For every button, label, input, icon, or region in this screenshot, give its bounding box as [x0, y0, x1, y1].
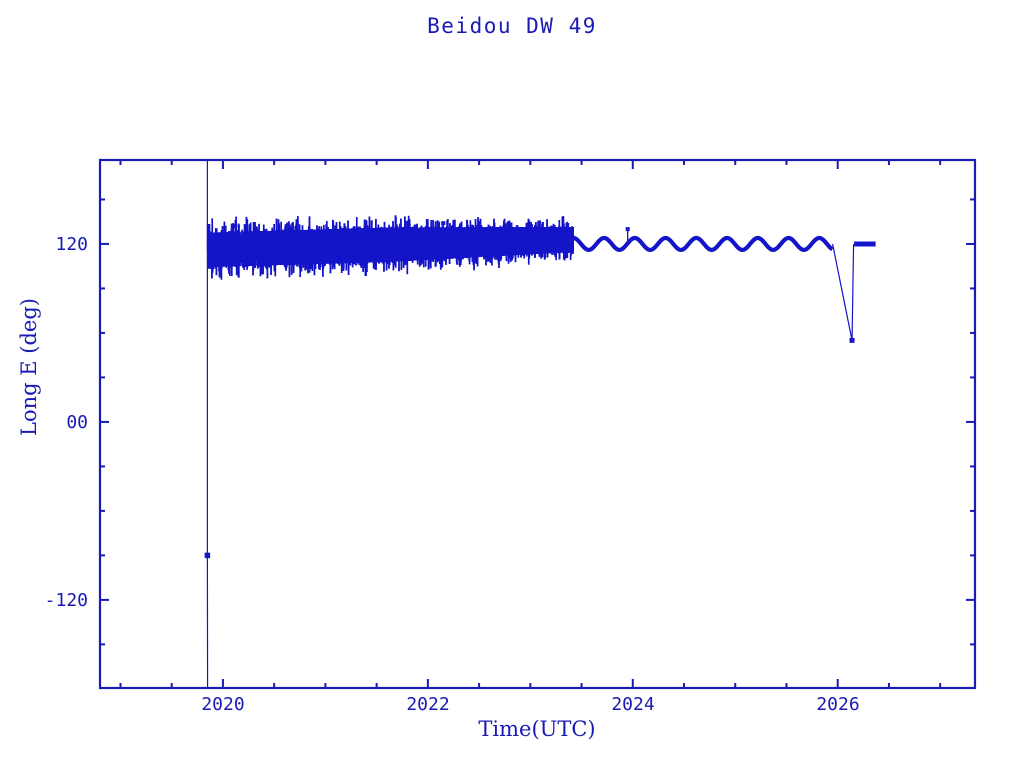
x-tick-label-2024: 2024	[611, 694, 655, 715]
x-tick-label-2022: 2022	[406, 694, 450, 715]
x-axis-title: Time(UTC)	[478, 717, 596, 741]
x-tick-label-2026: 2026	[816, 694, 860, 715]
data-series-longitude-east	[204, 160, 876, 689]
y-tick-label-neg120: -120	[44, 590, 88, 611]
axes-frame	[98, 158, 977, 690]
x-tick-label-2020: 2020	[201, 694, 245, 715]
chart-title: Beidou DW 49	[427, 14, 597, 38]
axis-ticks	[100, 160, 975, 688]
y-tick-label-00: 00	[66, 412, 88, 433]
y-tick-label-120: 120	[55, 234, 88, 255]
